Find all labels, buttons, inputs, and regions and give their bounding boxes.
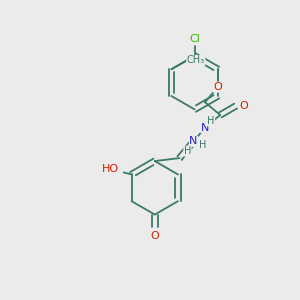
- Text: N: N: [189, 136, 198, 146]
- Text: Cl: Cl: [189, 34, 200, 44]
- Text: H: H: [199, 140, 206, 150]
- Text: O: O: [150, 231, 159, 242]
- Text: HO: HO: [102, 164, 119, 175]
- Text: CH₃: CH₃: [187, 55, 205, 65]
- Text: O: O: [213, 82, 222, 92]
- Text: H: H: [207, 116, 214, 126]
- Text: O: O: [239, 101, 248, 111]
- Text: H: H: [184, 146, 191, 156]
- Text: N: N: [201, 123, 209, 133]
